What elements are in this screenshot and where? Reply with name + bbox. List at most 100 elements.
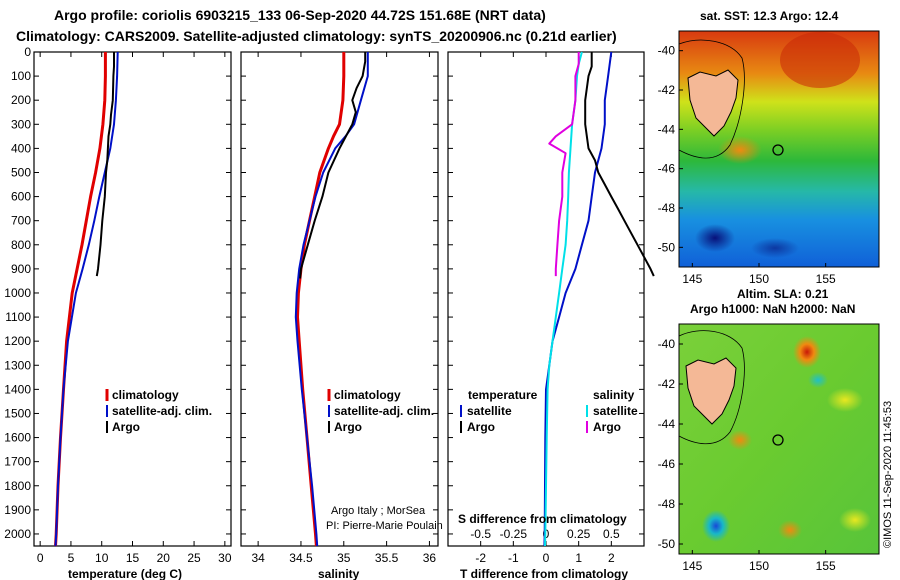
x-tick-label: -2 <box>475 551 486 565</box>
coast-outline <box>678 330 745 445</box>
x-tick-label: 0 <box>543 551 550 565</box>
legend-label-argo: Argo <box>112 420 140 434</box>
depth-tick-label: 1400 <box>4 382 31 396</box>
series-line-argo <box>95 52 115 277</box>
map-longitude-label: 155 <box>816 272 836 286</box>
sst-cold-patch <box>695 224 735 252</box>
map-latitude-label: -42 <box>658 377 676 391</box>
coast-outline <box>678 39 745 159</box>
map-latitude-label: -46 <box>658 162 676 176</box>
sst-map-title: sat. SST: 12.3 Argo: 12.4 <box>700 9 839 23</box>
sla-high-patch <box>827 388 863 412</box>
sst-warm-patch <box>718 136 762 164</box>
map-latitude-label: -42 <box>658 83 676 97</box>
difference-legend-temperature: temperature satellite Argo <box>460 388 538 434</box>
legend-label-t-satellite: satellite <box>467 404 512 418</box>
figure-title-line2: Climatology: CARS2009. Satellite-adjuste… <box>16 28 617 44</box>
s-difference-tick-label: -0.5 <box>470 527 491 541</box>
x-tick-label: 15 <box>126 551 140 565</box>
depth-tick-label: 1900 <box>4 503 31 517</box>
depth-tick-label: 300 <box>11 117 31 131</box>
x-tick-label: 10 <box>95 551 109 565</box>
x-tick-label: 0 <box>37 551 44 565</box>
depth-tick-label: 600 <box>11 190 31 204</box>
series-line-climatology <box>296 52 346 547</box>
series-line-t-satellite <box>543 51 613 547</box>
salinity-plot-frame <box>240 51 439 547</box>
map-tick-layer: 145 150 155 -40 -42 -44 -46 -48 -50 145 150 155 -40 -… <box>658 44 836 573</box>
depth-tick-label: 400 <box>11 141 31 155</box>
sla-high-patch <box>793 336 821 368</box>
sst-warm-patch <box>780 32 860 88</box>
salinity-axis-label: salinity <box>318 567 360 580</box>
sla-low-patch <box>702 510 730 542</box>
map-longitude-label: 150 <box>749 272 769 286</box>
map-latitude-label: -48 <box>658 201 676 215</box>
x-tick-label: 5 <box>68 551 75 565</box>
depth-tick-label: 700 <box>11 214 31 228</box>
legend-label-s-satellite: satellite <box>593 404 638 418</box>
depth-tick-label: 1500 <box>4 406 31 420</box>
map-longitude-label: 145 <box>682 272 702 286</box>
series-line-argo <box>299 52 367 279</box>
x-tick-label: 25 <box>187 551 201 565</box>
x-tick-label: 1 <box>575 551 582 565</box>
map-longitude-label: 145 <box>682 559 702 573</box>
depth-tick-label: 2000 <box>4 527 31 541</box>
depth-tick-label: 800 <box>11 238 31 252</box>
series-line-s-argo <box>548 52 580 277</box>
x-tick-label: 35 <box>337 551 351 565</box>
float-credit-line1: Argo Italy ; MorSea <box>331 505 426 517</box>
series-line-satellite-adj-clim- <box>54 51 119 547</box>
sla-map-title-line1: Altim. SLA: 0.21 <box>737 287 829 301</box>
sla-high-patch <box>778 520 802 540</box>
legend-label-satellite: satellite-adj. clim. <box>334 404 434 418</box>
map-latitude-label: -50 <box>658 537 676 551</box>
depth-tick-label: 100 <box>11 69 31 83</box>
map-latitude-label: -50 <box>658 240 676 254</box>
depth-tick-label: 1700 <box>4 455 31 469</box>
temperature-legend: climatology satellite-adj. clim. Argo <box>105 388 212 434</box>
legend-label-satellite: satellite-adj. clim. <box>112 404 212 418</box>
map-latitude-label: -46 <box>658 457 676 471</box>
figure-title-line1: Argo profile: coriolis 6903215_133 06-Se… <box>54 7 546 23</box>
legend-label-climatology: climatology <box>334 388 401 402</box>
temperature-axis-label: temperature (deg C) <box>68 567 182 580</box>
map-longitude-label: 155 <box>816 559 836 573</box>
salinity-legend: climatology satellite-adj. clim. Argo <box>327 388 434 434</box>
map-latitude-label: -48 <box>658 497 676 511</box>
sla-high-patch <box>728 430 752 450</box>
map-longitude-label: 150 <box>749 559 769 573</box>
sla-low-patch <box>808 372 828 388</box>
legend-label-climatology: climatology <box>112 388 179 402</box>
sla-map-frame <box>678 323 880 555</box>
difference-legend-salinity: salinity satellite Argo <box>586 388 638 434</box>
map-latitude-label: -40 <box>658 44 676 58</box>
x-tick-label: 36 <box>423 551 437 565</box>
series-line-climatology <box>54 52 107 547</box>
series-line-satellite-adj-clim- <box>294 52 369 547</box>
t-difference-axis-label: T difference from climatology <box>460 567 628 580</box>
sla-map-title-line2: Argo h1000: NaN h2000: NaN <box>690 302 855 316</box>
x-tick-label: 34 <box>251 551 265 565</box>
legend-title-temperature: temperature <box>468 388 538 402</box>
legend-label-t-argo: Argo <box>467 420 495 434</box>
depth-tick-label: 1000 <box>4 286 31 300</box>
map-latitude-label: -44 <box>658 122 676 136</box>
x-tick-label: 35.5 <box>375 551 399 565</box>
depth-tick-label: 200 <box>11 93 31 107</box>
temperature-plot-frame <box>33 51 232 547</box>
x-tick-label: 2 <box>608 551 615 565</box>
depth-tick-label: 900 <box>11 262 31 276</box>
depth-tick-label: 1300 <box>4 358 31 372</box>
map-latitude-label: -44 <box>658 417 676 431</box>
s-difference-tick-label: 0.5 <box>603 527 620 541</box>
series-line-t-argo <box>584 52 655 277</box>
s-difference-tick-label: -0.25 <box>500 527 528 541</box>
legend-label-s-argo: Argo <box>593 420 621 434</box>
x-tick-label: 34.5 <box>289 551 313 565</box>
x-tick-label: 20 <box>157 551 171 565</box>
legend-title-salinity: salinity <box>593 388 635 402</box>
sst-map-frame <box>678 30 880 268</box>
